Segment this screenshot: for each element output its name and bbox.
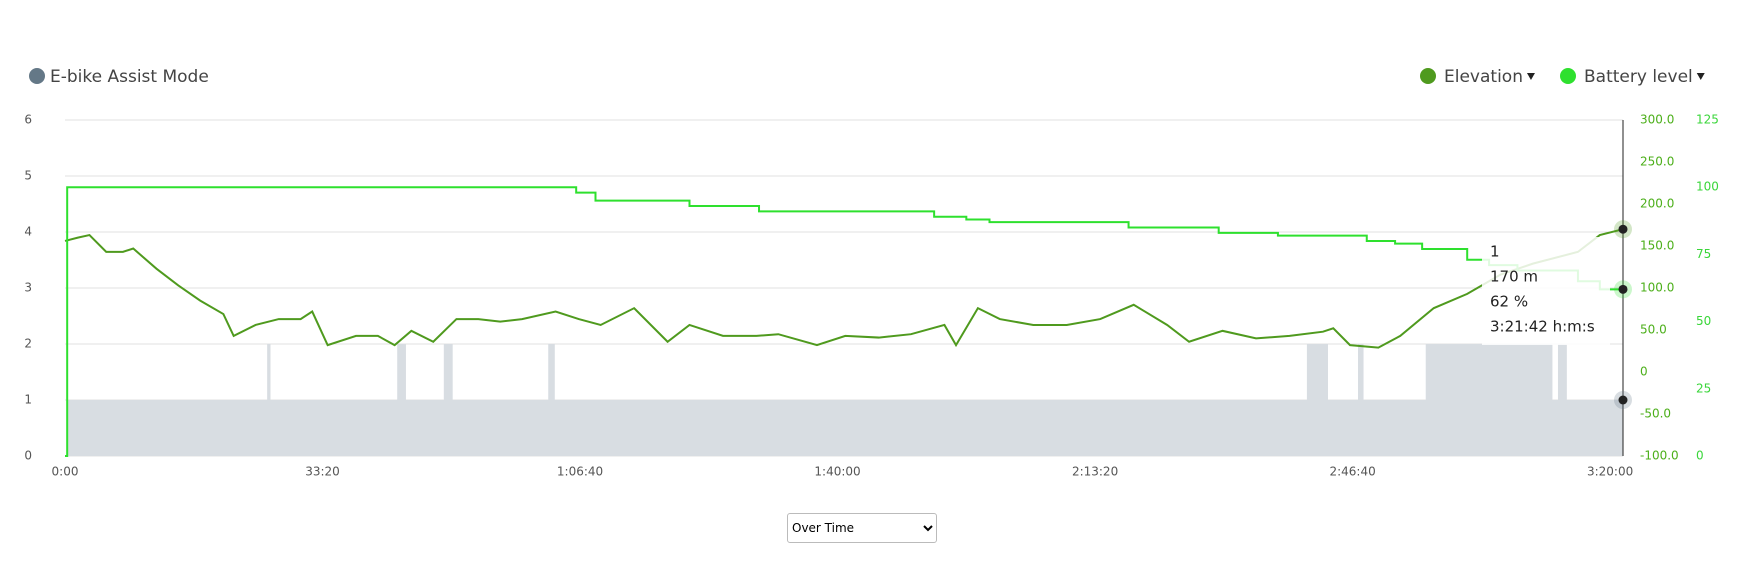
tooltip-line: 170 m xyxy=(1490,268,1538,286)
hover-marker xyxy=(1618,224,1628,234)
y2-tick-label: 150.0 xyxy=(1640,239,1674,253)
tooltip-line: 1 xyxy=(1490,243,1500,261)
legend-swatch xyxy=(29,68,45,84)
x-tick-label: 1:06:40 xyxy=(557,465,603,479)
legend-label: Elevation xyxy=(1444,67,1523,87)
legend-label: E-bike Assist Mode xyxy=(50,67,209,87)
elevation-line xyxy=(64,228,1624,349)
y2-tick-label: -50.0 xyxy=(1640,407,1671,421)
x-tick-label: 0:00 xyxy=(52,465,79,479)
y2-tick-label: 300.0 xyxy=(1640,113,1674,127)
tooltip-box xyxy=(1482,237,1610,345)
y-tick-label: 4 xyxy=(24,225,32,239)
tooltip-line: 62 % xyxy=(1490,293,1528,311)
legend-swatch xyxy=(1560,68,1576,84)
x-tick-label: 1:40:00 xyxy=(814,465,860,479)
y-tick-label: 6 xyxy=(24,113,32,127)
legend-swatch xyxy=(1420,68,1436,84)
x-tick-label: 2:46:40 xyxy=(1329,465,1375,479)
view-select[interactable]: Over Time xyxy=(787,513,937,543)
y3-tick-label: 0 xyxy=(1696,449,1704,463)
y-tick-label: 0 xyxy=(24,449,32,463)
legend-label: Battery level xyxy=(1584,67,1693,87)
x-tick-label: 2:13:20 xyxy=(1072,465,1118,479)
y3-tick-label: 25 xyxy=(1696,381,1711,395)
hover-marker xyxy=(1618,284,1628,294)
y-tick-label: 1 xyxy=(24,393,32,407)
tooltip-line: 3:21:42 h:m:s xyxy=(1490,318,1595,336)
hover-marker xyxy=(1618,395,1628,405)
y3-tick-label: 75 xyxy=(1696,247,1711,261)
y3-tick-label: 100 xyxy=(1696,180,1719,194)
y2-tick-label: 50.0 xyxy=(1640,323,1667,337)
legend-dropdown xyxy=(1696,73,1705,80)
y2-tick-label: 200.0 xyxy=(1640,197,1674,211)
y2-tick-label: 100.0 xyxy=(1640,281,1674,295)
y3-tick-label: 50 xyxy=(1696,314,1711,328)
x-tick-label: 33:20 xyxy=(305,465,340,479)
y-tick-label: 2 xyxy=(24,337,32,351)
y3-tick-label: 125 xyxy=(1696,113,1719,127)
y2-tick-label: 0 xyxy=(1640,365,1648,379)
x-tick-label: 3:20:00 xyxy=(1587,465,1633,479)
y2-tick-label: 250.0 xyxy=(1640,155,1674,169)
assist-area xyxy=(65,344,1623,456)
legend-dropdown xyxy=(1526,73,1535,80)
y-tick-label: 3 xyxy=(24,281,32,295)
y-tick-label: 5 xyxy=(24,169,32,183)
y2-tick-label: -100.0 xyxy=(1640,449,1679,463)
